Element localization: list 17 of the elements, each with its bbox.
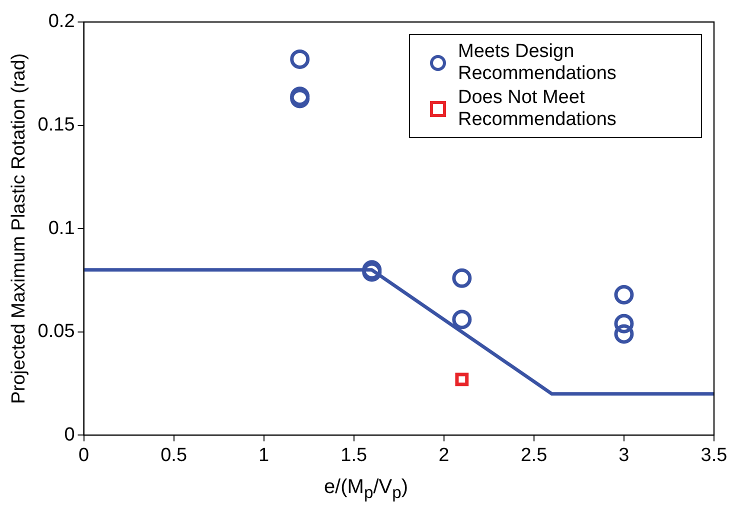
x-tick-label: 3.5 bbox=[700, 444, 728, 466]
y-tick-label: 0 bbox=[64, 424, 75, 446]
y-axis-title: Projected Maximum Plastic Rotation (rad) bbox=[8, 53, 30, 404]
x-tick-label: 3 bbox=[618, 444, 630, 466]
y-tick-label: 0.05 bbox=[38, 321, 75, 342]
x-tick-label: 2 bbox=[438, 444, 450, 466]
legend-label: Meets Design Recommendations bbox=[458, 41, 618, 85]
x-tick-label: 0.5 bbox=[160, 444, 188, 466]
x-tick-label: 2.5 bbox=[520, 444, 548, 466]
x-axis-title: e/(M$_{p}$/V$_{p}$) bbox=[322, 476, 410, 503]
legend-label: Does Not Meet Recommendations bbox=[458, 87, 618, 131]
x-tick-label: 0 bbox=[78, 444, 90, 466]
y-tick-label: 0.15 bbox=[38, 114, 75, 136]
y-tick-label: 0.2 bbox=[48, 11, 75, 32]
x-tick-label: 1.5 bbox=[340, 444, 368, 466]
x-tick-label: 1 bbox=[258, 444, 270, 466]
y-tick-label: 0.1 bbox=[48, 218, 75, 239]
